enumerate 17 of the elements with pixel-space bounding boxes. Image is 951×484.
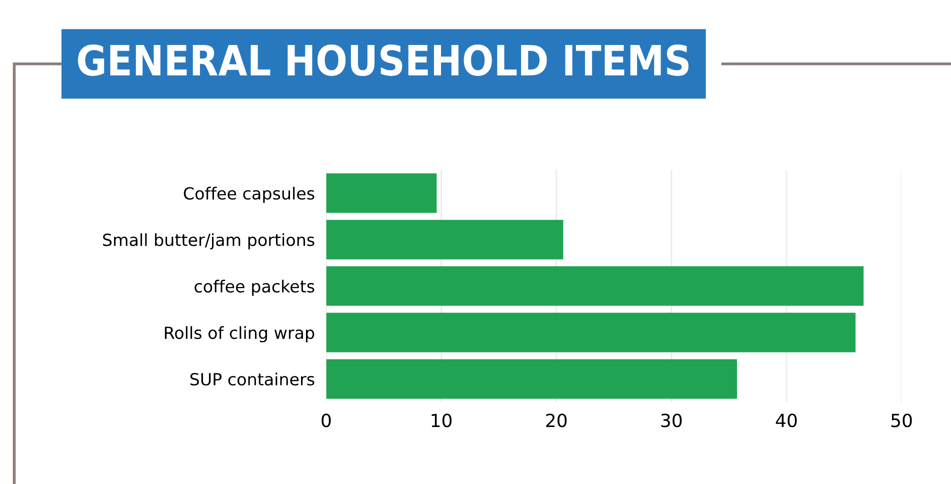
bar <box>326 173 437 213</box>
x-tick-label: 0 <box>322 414 331 428</box>
y-tick-label: SUP containers <box>190 372 314 386</box>
y-tick-label: Small butter/jam portions <box>103 233 314 250</box>
y-tick-label: Rolls of cling wrap <box>164 326 314 342</box>
bar <box>326 312 856 352</box>
chart-title: GENERAL HOUSEHOLD ITEMS <box>78 44 689 76</box>
x-tick-label: 10 <box>432 414 452 428</box>
bar <box>326 266 864 306</box>
x-tick-label: 20 <box>546 414 567 428</box>
y-tick-label: coffee packets <box>194 280 314 296</box>
bar <box>326 220 564 260</box>
x-tick-label: 40 <box>776 414 797 428</box>
x-tick-label: 50 <box>891 414 912 428</box>
bar <box>326 359 737 399</box>
y-tick-label: Coffee capsules <box>184 186 314 203</box>
x-tick-label: 30 <box>661 414 682 428</box>
